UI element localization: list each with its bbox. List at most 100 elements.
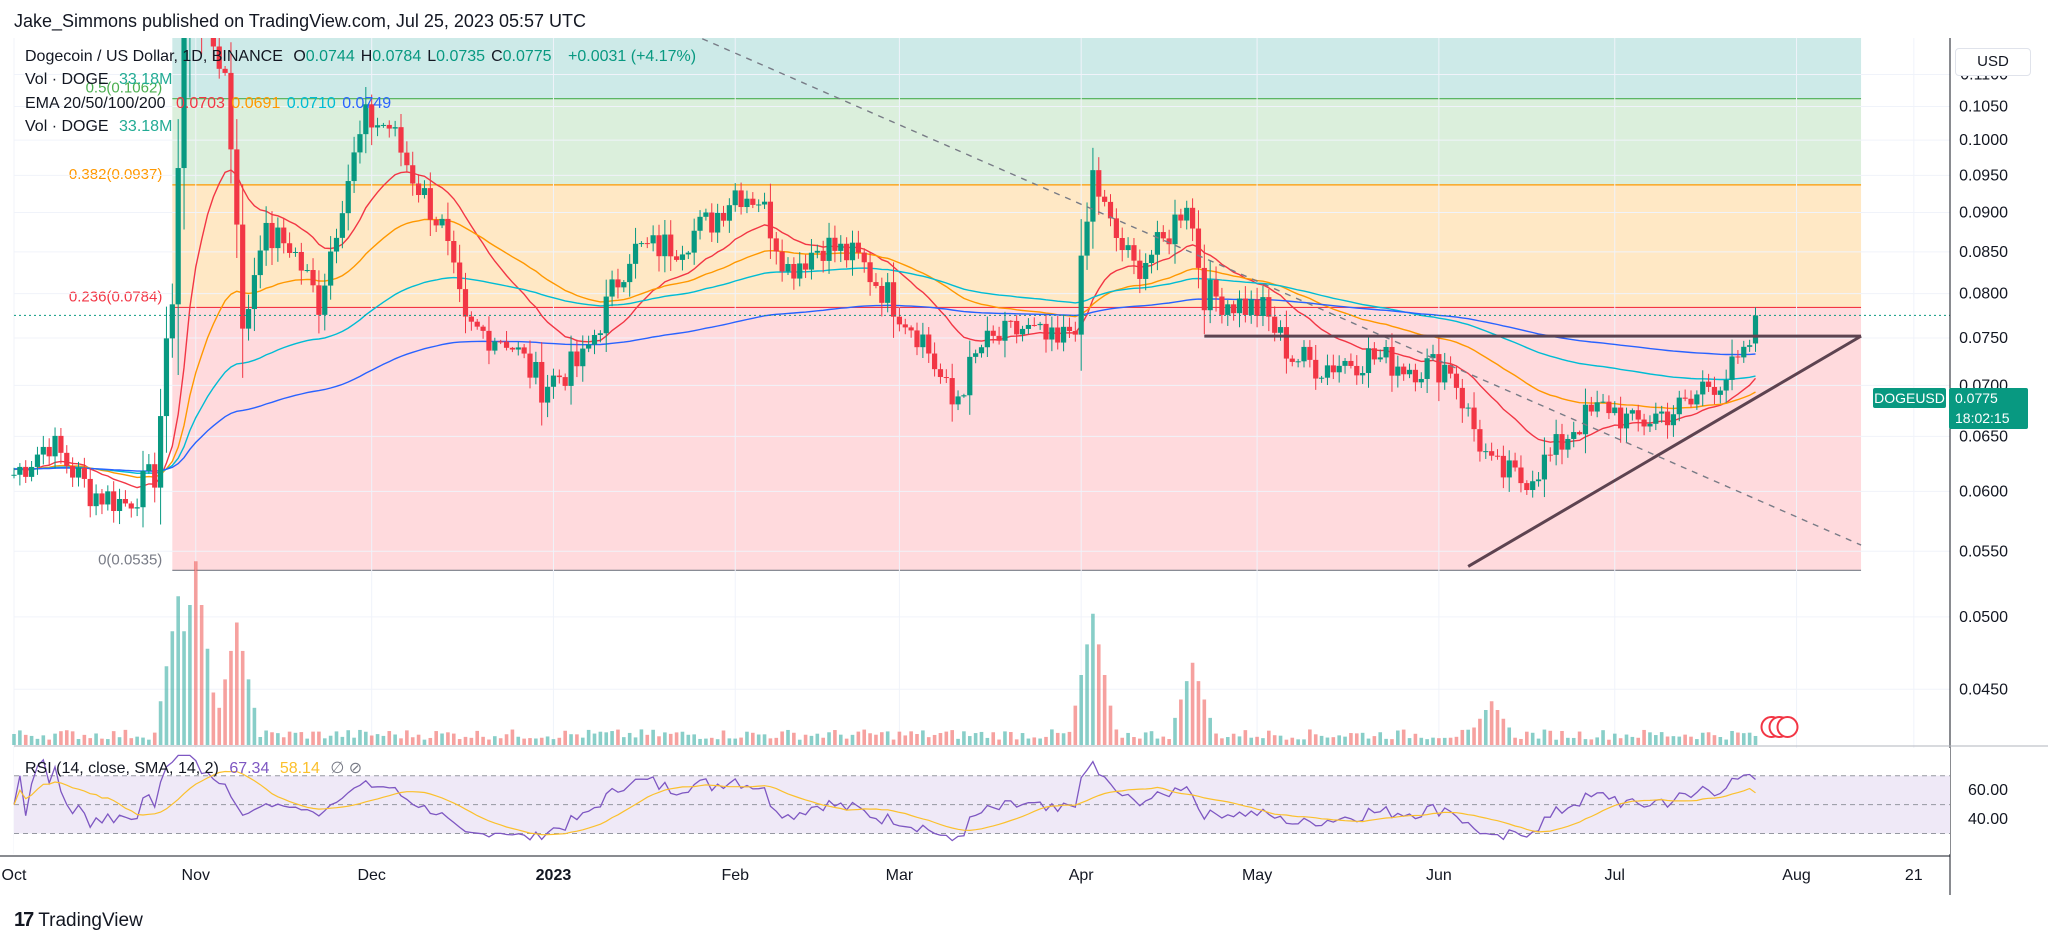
legend-symbol-row[interactable]: Dogecoin / US Dollar, 1D, BINANCE O0.074… [25, 48, 702, 66]
price-tick-label: 0.0550 [1959, 543, 2008, 560]
candle [586, 335, 592, 353]
volume-bar [1202, 699, 1207, 745]
volume-bar [1009, 732, 1013, 745]
candle [1184, 200, 1190, 230]
candle [1442, 352, 1448, 390]
volume-bar [727, 738, 732, 745]
candle [392, 120, 398, 137]
candle-body [1647, 423, 1653, 427]
candle [1612, 401, 1618, 416]
candle-body [615, 279, 621, 288]
price-badge: DOGEUSD 0.0775 18:02:15 [1873, 388, 2028, 429]
volume-bar [762, 734, 767, 745]
volume-bar [522, 738, 526, 745]
volume-bar [469, 737, 474, 745]
candle-body [398, 127, 404, 153]
volume-bar [293, 732, 298, 745]
candle [931, 342, 938, 377]
candle [1014, 315, 1020, 344]
candle-body [515, 347, 521, 350]
candle-body [93, 493, 99, 507]
candle-body [17, 466, 23, 475]
candle-body [1459, 387, 1465, 409]
volume-bar [1642, 729, 1646, 745]
volume-bar [745, 731, 749, 745]
volume-bar [1683, 734, 1687, 745]
volume-bar [528, 738, 532, 745]
candle-body [1565, 438, 1571, 450]
volume-bar [1730, 730, 1734, 745]
candle [34, 446, 41, 475]
candle [908, 325, 914, 338]
rsi-ma-line [13, 770, 1756, 836]
price-tick-label: 0.0950 [1959, 167, 2008, 184]
candle [544, 374, 551, 418]
legend-ema-row[interactable]: EMA 20/50/100/200 0.0703 0.0691 0.0710 0… [25, 95, 397, 113]
time-tick-label: 21 [1905, 867, 1923, 884]
candle [175, 119, 181, 376]
volume-bar [1331, 737, 1336, 745]
volume-bar [874, 734, 878, 745]
candle-body [486, 330, 492, 351]
fib-zone-2 [172, 184, 1862, 308]
candle [1072, 321, 1078, 342]
candle [1084, 202, 1090, 270]
volume-bar [1091, 613, 1095, 745]
candle-body [533, 361, 539, 378]
candle [556, 369, 562, 384]
candle-body [1553, 434, 1559, 455]
top-bar: Jake_Simmons published on TradingView.co… [0, 0, 2048, 38]
candle [328, 236, 334, 300]
legend-volume-row[interactable]: Vol · DOGE 33.18M [25, 71, 178, 89]
publisher-line: Jake_Simmons published on TradingView.co… [14, 11, 586, 31]
candle-body [333, 237, 340, 252]
candle-body [1629, 410, 1635, 414]
candle-body [245, 309, 252, 329]
legend-eye-icon[interactable]: ∅ ⊘ [330, 760, 363, 777]
candle-body [439, 218, 445, 226]
candle-body [169, 304, 175, 339]
volume-bar [1560, 730, 1564, 745]
currency-selector[interactable]: USD [1955, 48, 2031, 76]
volume-bar [815, 733, 820, 745]
legend-ohlc-key-c: C [491, 48, 503, 65]
volume-bar [1753, 735, 1758, 745]
volume-bar [311, 731, 315, 745]
volume-bar [199, 605, 204, 745]
candle-body [310, 270, 316, 286]
volume-bar [59, 731, 63, 745]
candle-body [468, 316, 474, 322]
chart-canvas[interactable]: 0.5(0.1062) 0.382(0.0937) 0.236(0.0784) 0(0… [0, 38, 2048, 900]
volume-bar [956, 738, 960, 745]
candle [146, 454, 152, 474]
legend-volume2-row[interactable]: Vol · DOGE 33.18M [25, 118, 178, 136]
tradingview-logo[interactable]: 17 TradingView [14, 909, 143, 932]
volume-bar [70, 731, 75, 745]
legend-rsi-row[interactable]: RSI (14, close, SMA, 14, 2) 67.34 58.14 … [25, 758, 368, 778]
candle [1606, 395, 1612, 419]
volume-bar [539, 737, 544, 745]
candle [685, 250, 691, 260]
volume-bar [1354, 733, 1359, 745]
candle-body [298, 251, 304, 271]
candle-body [157, 416, 164, 488]
candle-body [738, 190, 744, 208]
candle-body [1154, 232, 1161, 255]
candle-body [116, 498, 123, 512]
candle [838, 235, 844, 263]
candle-body [1172, 214, 1178, 245]
volume-bar [1712, 735, 1717, 745]
candle [316, 270, 322, 334]
candle [380, 122, 387, 128]
candle [1524, 480, 1530, 495]
candle [539, 342, 545, 426]
candle-body [591, 334, 598, 345]
volume-bar [1343, 736, 1347, 745]
volume-bar [1284, 739, 1289, 745]
candle-body [1717, 390, 1723, 395]
price-tick-label: 0.0600 [1959, 483, 2008, 500]
candle-body [269, 222, 275, 249]
candle-body [316, 285, 322, 315]
candle [503, 330, 510, 351]
candle-body [1606, 401, 1612, 414]
